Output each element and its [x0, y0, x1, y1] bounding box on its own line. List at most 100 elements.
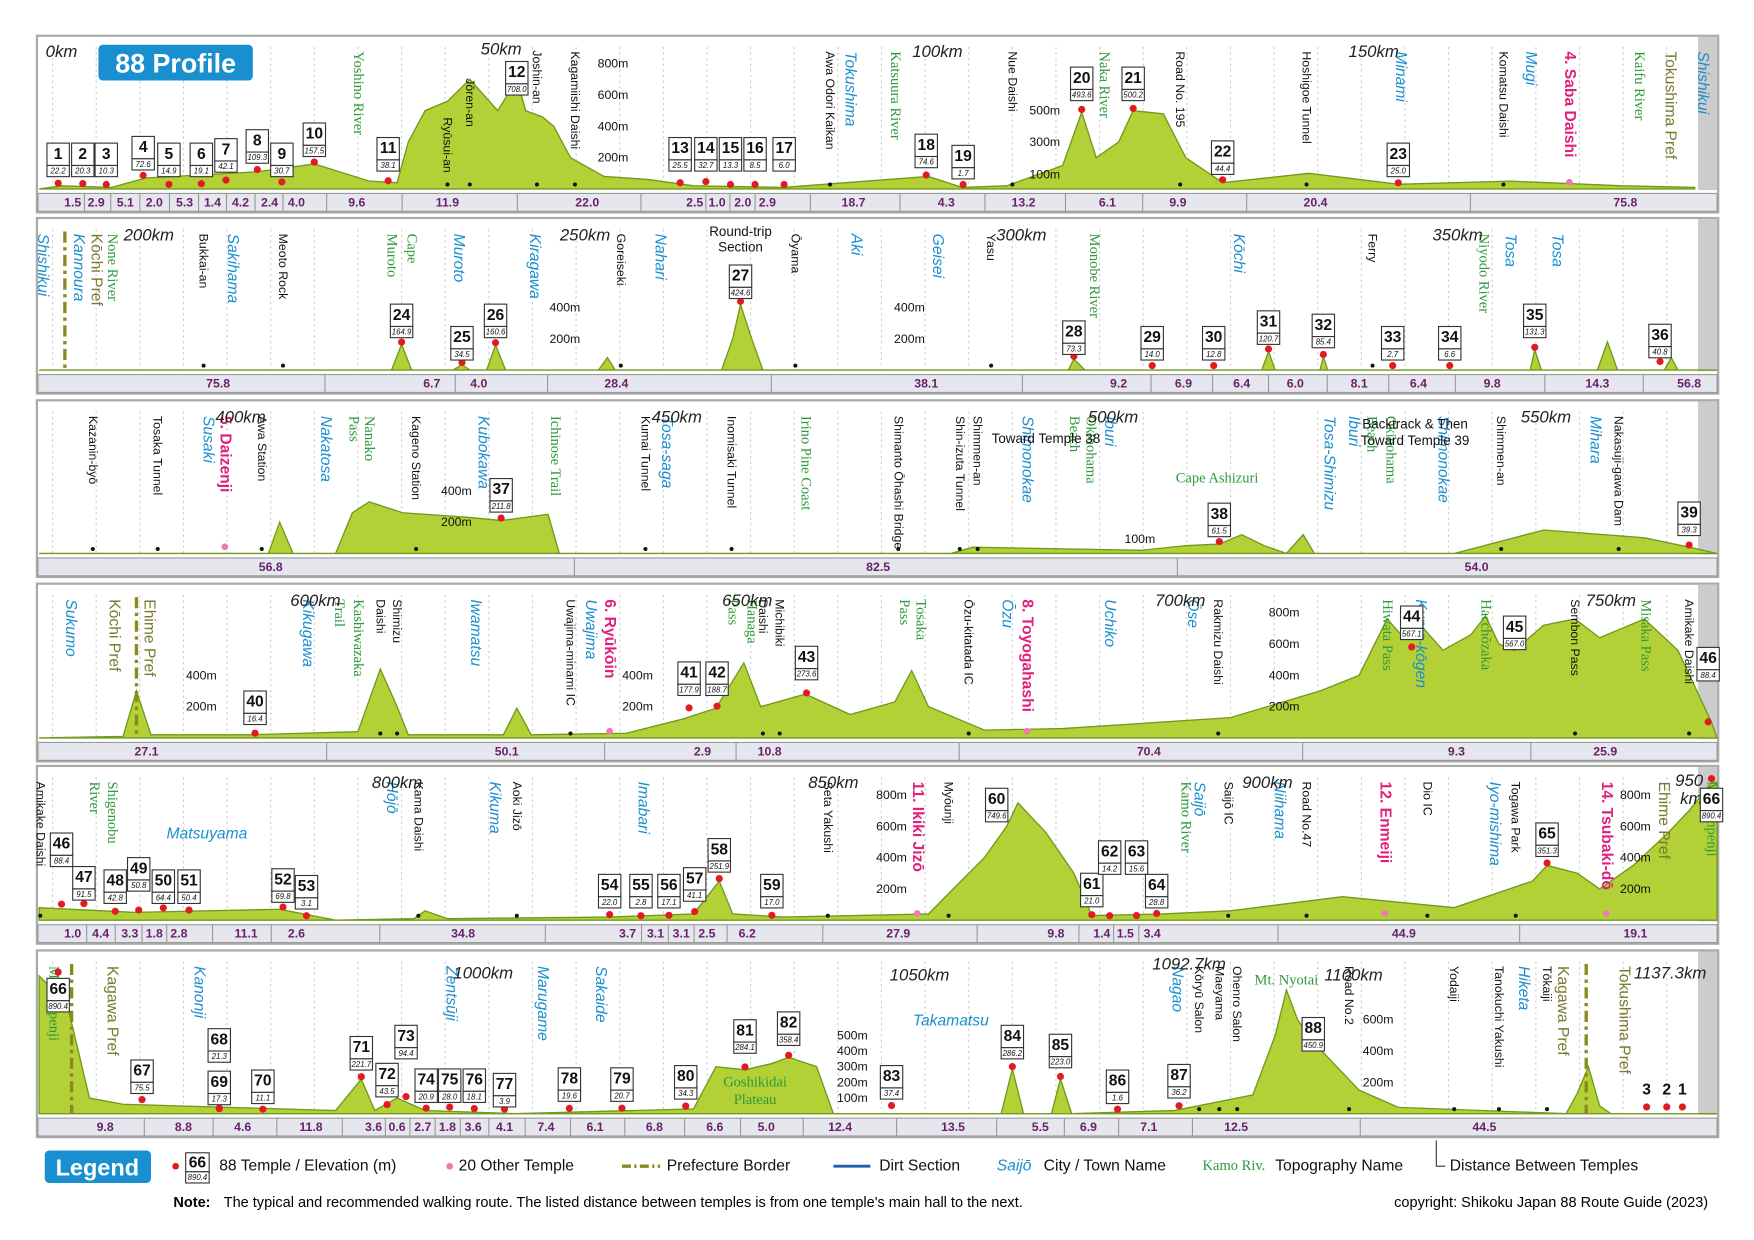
distance: 4.4	[92, 927, 109, 941]
annotation: Toward Temple 39	[1361, 433, 1470, 448]
terrain	[39, 501, 1718, 555]
distance: 27.9	[886, 927, 910, 941]
elevation-box	[375, 1085, 399, 1098]
town-name: Aki	[847, 233, 864, 256]
temple-dot	[357, 1073, 365, 1081]
town-name: Muroto	[450, 234, 467, 283]
elevation-box	[189, 164, 214, 178]
distance: 6.0	[1287, 377, 1304, 391]
temple-elevation: 40.8	[1652, 348, 1668, 357]
elevation-box	[914, 155, 938, 169]
elevation-box	[349, 1058, 374, 1071]
elevation-label: 500m	[837, 1028, 868, 1042]
temple-dot	[165, 180, 173, 188]
landmark: Inomisaki Tunnel	[725, 416, 739, 508]
temple-number: 52	[274, 871, 292, 888]
temple-number: 83	[883, 1068, 901, 1085]
temple-dot	[1264, 345, 1273, 353]
temple-dot	[172, 1162, 179, 1170]
temple-elevation: 20.9	[418, 1092, 435, 1101]
distance: 4.0	[470, 377, 487, 391]
landmark-dot	[946, 913, 951, 918]
landmark-dot	[1370, 363, 1375, 368]
elevation-box	[984, 810, 1009, 823]
distance-bar	[37, 1117, 1718, 1137]
km-label: 450km	[652, 408, 702, 427]
temple-dot	[1148, 362, 1156, 370]
landmark: Awa Odori Kaikan	[823, 51, 837, 149]
elevation-box	[1696, 669, 1720, 682]
temple-number: 67	[133, 1063, 151, 1080]
elevation-box	[1380, 348, 1405, 361]
town-name: Shishikui	[34, 234, 51, 297]
temple-number: 55	[632, 877, 650, 894]
other-temple-dot	[913, 910, 921, 917]
landmark: Ohenro Salon	[1230, 966, 1244, 1042]
elevation-label: 400m	[876, 851, 907, 865]
temple-dot	[253, 166, 261, 174]
distance: 10.8	[758, 744, 782, 758]
elevation-label: 800m	[876, 788, 907, 802]
temple-elevation: 2.7	[1386, 350, 1399, 359]
temple-dot	[54, 179, 62, 187]
topography-name: Mt. Nyotai	[1255, 973, 1319, 989]
temple-number: 68	[211, 1031, 229, 1048]
elevation-box	[1386, 164, 1411, 178]
town-name: Tokushima	[842, 51, 859, 126]
distance: 2.6	[288, 927, 305, 941]
town-name: Takamatsu	[913, 1012, 989, 1029]
km-label: 500km	[1088, 408, 1138, 427]
temple-number: 60	[988, 791, 1006, 808]
topography-name: Plateau	[734, 1092, 777, 1108]
legend-title: Legend	[56, 1154, 139, 1180]
elevation-label: 100m	[1029, 167, 1060, 181]
distance: 1.0	[708, 195, 725, 209]
km-label: 1100km	[1324, 966, 1382, 985]
distance: 12.4	[828, 1120, 852, 1134]
town-name: Iyo-mishima	[1486, 782, 1503, 867]
temple-elevation: 13.3	[723, 161, 739, 170]
distance: 7.1	[1140, 1120, 1157, 1134]
temple-number: 65	[1538, 826, 1556, 843]
temple-dot	[135, 906, 143, 914]
landmark-dot	[1178, 182, 1183, 187]
temple-number: 31	[1260, 314, 1278, 331]
elevation-label: 200m	[186, 700, 217, 714]
elevation-label: 400m	[1269, 668, 1300, 682]
temple-number: 48	[107, 873, 125, 890]
elevation-label: 400m	[1363, 1044, 1394, 1058]
distance: 2.9	[759, 195, 776, 209]
row-cap	[1698, 219, 1718, 372]
temple-number: 30	[1205, 329, 1223, 346]
temple-elevation: 28.8	[1148, 898, 1165, 907]
elevation-box	[103, 891, 127, 905]
landmark: Dio IC	[1420, 782, 1434, 816]
town-name: Mihara	[1587, 416, 1604, 464]
distance: 13.5	[941, 1120, 965, 1134]
elevation-box	[951, 167, 975, 180]
distance: 2.4	[261, 195, 278, 209]
prefecture-name: Tokushima Pref	[1662, 51, 1679, 159]
distance: 9.8	[1484, 377, 1501, 391]
distance: 6.1	[587, 1120, 604, 1134]
landmark-dot	[155, 546, 160, 552]
landmark-dot	[896, 546, 901, 552]
landmark: Road No.47	[1300, 782, 1314, 848]
elevation-label: 300m	[1029, 135, 1060, 149]
distance: 2.7	[414, 1120, 431, 1134]
temple-number: 42	[708, 665, 726, 682]
landmark: Shimmen-an	[971, 416, 985, 486]
landmark: Nakasuji-gawa Dam	[1612, 416, 1626, 526]
town-name: Ōzu	[998, 599, 1016, 628]
landmark: Amikake Daishi	[1682, 599, 1696, 684]
landmark: Hoshigoe Tunnel	[1300, 51, 1314, 143]
landmark: Ōzu-kitatada IC	[962, 599, 976, 685]
temple-number: 72	[378, 1066, 396, 1083]
elevation-box	[1069, 88, 1094, 102]
elevation-box	[1048, 1056, 1073, 1069]
temple-dot	[768, 911, 776, 919]
landmark: Joshin-an	[530, 50, 544, 103]
temple-number: 1	[1678, 1082, 1687, 1099]
elevation-label: 600m	[1269, 637, 1300, 651]
temple-number: 66	[1703, 791, 1721, 808]
